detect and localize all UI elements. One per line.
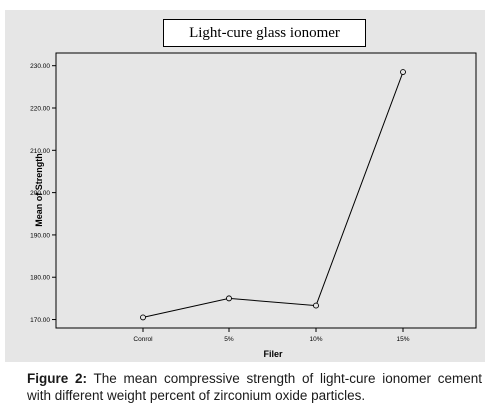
x-axis: Conrol 5% 10% 15% xyxy=(133,328,410,343)
y-tick-label: 210.00 xyxy=(30,148,50,155)
y-tick-label: 170.00 xyxy=(30,317,50,324)
x-tick-label: 10% xyxy=(309,336,322,343)
y-tick-label: 220.00 xyxy=(30,106,50,113)
x-tick-label: 15% xyxy=(396,336,409,343)
chart: 170.00 180.00 190.00 200.00 210.00 220.00 230.… xyxy=(30,52,477,359)
x-tick-label: Conrol xyxy=(133,336,153,343)
caption-label: Figure 2: xyxy=(27,371,87,386)
y-tick-label: 200.00 xyxy=(30,190,50,197)
series-layer xyxy=(140,69,406,321)
y-axis-label: Mean of Strength xyxy=(34,153,44,227)
x-tick-label: 5% xyxy=(224,336,234,343)
y-tick-label: 230.00 xyxy=(30,63,50,70)
data-point xyxy=(226,295,232,302)
data-point xyxy=(313,302,319,309)
figure-caption: Figure 2: The mean compressive strength … xyxy=(27,370,482,404)
data-point xyxy=(400,69,406,75)
plot-area xyxy=(55,52,477,329)
x-axis-label: Filer xyxy=(263,349,283,359)
data-point xyxy=(140,314,146,321)
chart-title: Light-cure glass ionomer xyxy=(163,19,366,47)
caption-text: The mean compressive strength of light-c… xyxy=(27,371,483,403)
y-tick-label: 190.00 xyxy=(30,232,50,239)
series-line xyxy=(142,71,404,318)
y-axis: 170.00 180.00 190.00 200.00 210.00 220.00 230.… xyxy=(30,63,56,324)
y-tick-label: 180.00 xyxy=(30,275,50,282)
